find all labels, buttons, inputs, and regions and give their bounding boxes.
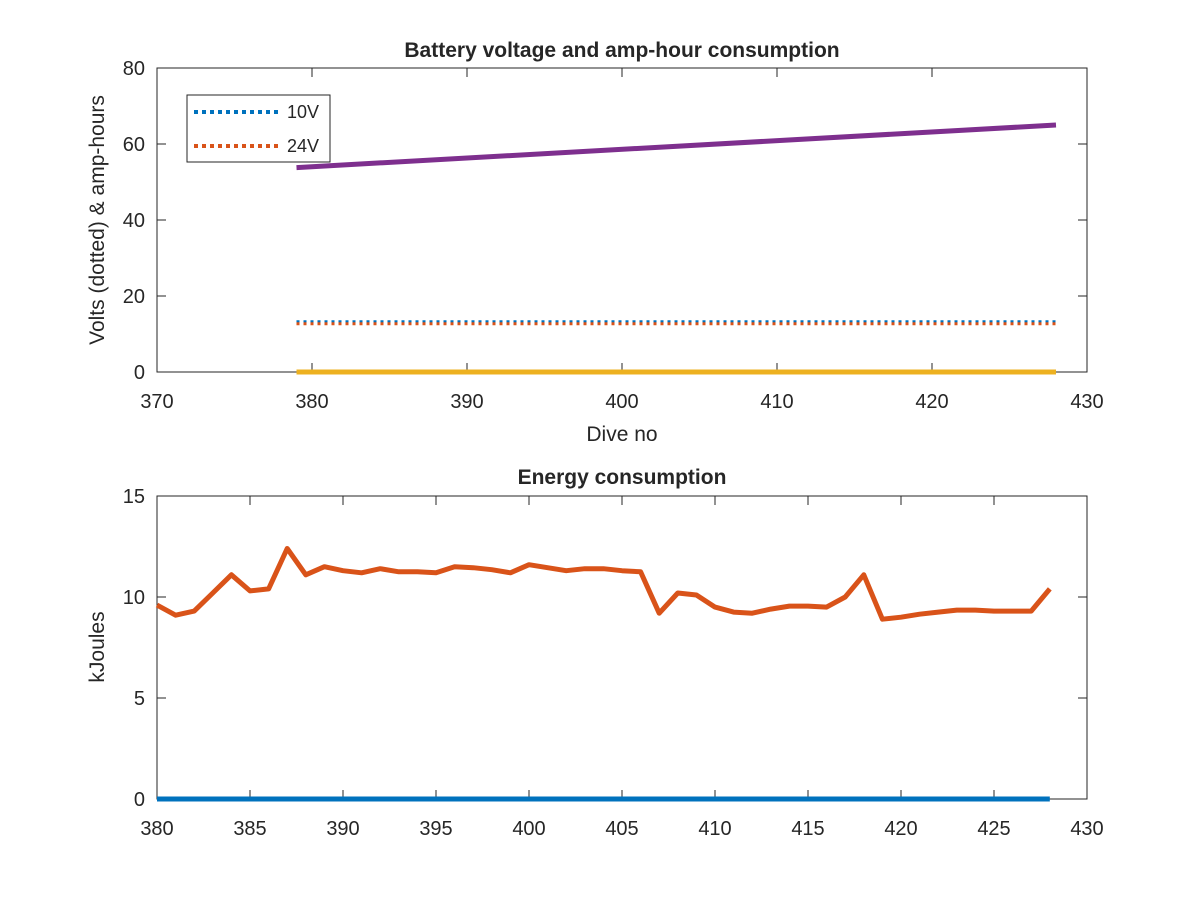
- chart-battery-series: [296, 122, 1057, 375]
- energy-series-2-line: [155, 546, 1052, 622]
- chart-energy-xticks: 380 385 390 395 400 405 410 415 420 425 430: [140, 496, 1104, 840]
- battery-ytick-label: 60: [123, 134, 145, 156]
- battery-xtick-label: 400: [605, 391, 638, 413]
- chart-energy-series: [155, 546, 1052, 802]
- battery-series-3-line: [296, 122, 1057, 171]
- chart-energy-axes-box: [156, 495, 1088, 800]
- energy-ytick-label: 10: [123, 587, 145, 609]
- chart-battery-xticks: 370 380 390 400 410 420 430: [140, 68, 1104, 413]
- chart-energy-yticks: 0 5 10 15: [123, 486, 1087, 811]
- energy-xtick-label: 410: [698, 818, 731, 840]
- battery-xtick-label: 390: [450, 391, 483, 413]
- battery-xtick-label: 380: [295, 391, 328, 413]
- energy-xtick-label: 425: [977, 818, 1010, 840]
- energy-ytick-label: 15: [123, 486, 145, 508]
- energy-xtick-label: 415: [791, 818, 824, 840]
- battery-ytick-label: 20: [123, 286, 145, 308]
- energy-xtick-label: 395: [419, 818, 452, 840]
- energy-xtick-label: 420: [884, 818, 917, 840]
- chart-battery-yticks: 0 20 40 60 80: [123, 58, 1087, 384]
- energy-ytick-label: 0: [134, 789, 145, 811]
- battery-xtick-label: 410: [760, 391, 793, 413]
- battery-ytick-label: 0: [134, 362, 145, 384]
- chart-battery-ylabel: Volts (dotted) & amp-hours: [86, 95, 109, 345]
- chart-battery: Battery voltage and amp-hour consumption…: [86, 39, 1104, 446]
- energy-xtick-label: 430: [1070, 818, 1103, 840]
- energy-xtick-label: 400: [512, 818, 545, 840]
- legend-box: [186, 94, 331, 163]
- energy-xtick-label: 390: [326, 818, 359, 840]
- battery-xtick-label: 420: [915, 391, 948, 413]
- battery-ytick-label: 40: [123, 210, 145, 232]
- legend-24v-label: 24V: [287, 136, 319, 156]
- battery-xtick-label: 370: [140, 391, 173, 413]
- battery-ytick-label: 80: [123, 58, 145, 80]
- energy-xtick-label: 405: [605, 818, 638, 840]
- chart-energy-ylabel: kJoules: [86, 611, 109, 682]
- chart-energy: Energy consumption kJoules 380 385 390 395 4…: [86, 466, 1104, 840]
- chart-energy-title: Energy consumption: [518, 466, 727, 489]
- chart-battery-legend: 10V 24V: [186, 94, 331, 163]
- energy-xtick-label: 380: [140, 818, 173, 840]
- chart-battery-xlabel: Dive no: [586, 423, 657, 446]
- chart-battery-title: Battery voltage and amp-hour consumption: [404, 39, 839, 62]
- legend-10v-label: 10V: [287, 102, 319, 122]
- energy-xtick-label: 385: [233, 818, 266, 840]
- energy-ytick-label: 5: [134, 688, 145, 710]
- battery-xtick-label: 430: [1070, 391, 1103, 413]
